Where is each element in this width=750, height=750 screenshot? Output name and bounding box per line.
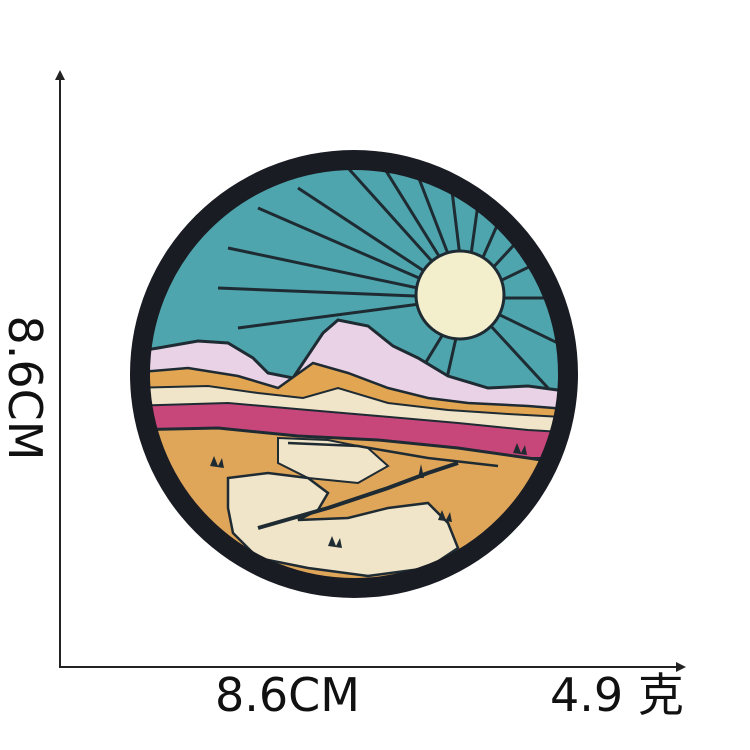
road-line <box>257 461 459 530</box>
sand-dune-top <box>277 436 390 485</box>
arrow-up-icon <box>55 70 65 80</box>
ridge-line <box>287 441 499 468</box>
height-axis-line <box>59 78 61 668</box>
patch-inner-ring <box>146 166 562 582</box>
width-axis-line <box>59 666 679 668</box>
height-label: 8.6CM <box>0 315 52 461</box>
embroidered-patch <box>130 150 578 598</box>
arrow-right-icon <box>676 662 686 672</box>
weight-label: 4.9 克 <box>550 668 684 722</box>
width-label: 8.6CM <box>215 668 360 722</box>
shrubs <box>210 443 527 548</box>
sun <box>414 249 506 341</box>
